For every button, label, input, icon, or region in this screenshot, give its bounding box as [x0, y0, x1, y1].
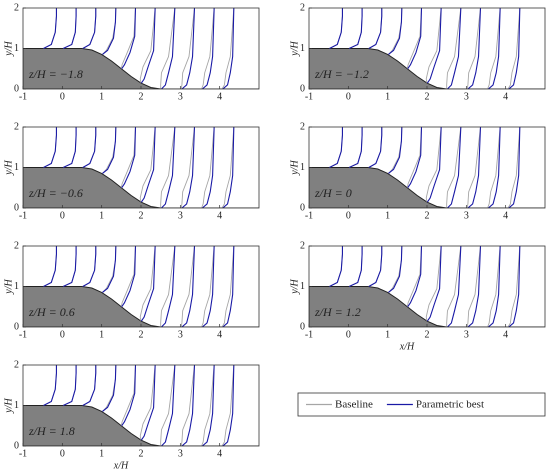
y-tick-label: 1 [14, 43, 19, 54]
x-tick-label: 3 [178, 448, 183, 459]
profile-line [43, 8, 235, 89]
panel-annotation: z/H = 0 [314, 186, 352, 200]
panel-annotation: z/H = 1.8 [28, 424, 75, 438]
profile-line [43, 127, 235, 208]
y-axis-label: y/H [289, 160, 300, 176]
x-tick-label: -1 [19, 210, 27, 221]
y-tick-label: 0 [14, 440, 19, 451]
x-axis-label: x/H [399, 341, 415, 352]
y-tick-label: 1 [300, 281, 305, 292]
x-tick-label: -1 [19, 91, 27, 102]
y-tick-label: 1 [14, 162, 19, 173]
x-tick-label: 3 [464, 91, 469, 102]
y-axis-label: y/H [3, 41, 14, 57]
x-tick-label: 0 [60, 210, 65, 221]
y-axis-label: y/H [3, 398, 14, 414]
profile-line [329, 8, 521, 89]
x-tick-label: 2 [425, 210, 430, 221]
legend-box [297, 392, 546, 417]
x-tick-label: 4 [217, 329, 222, 340]
panel-annotation: z/H = −0.6 [28, 186, 83, 200]
panel-annotation: z/H = −1.2 [314, 67, 369, 81]
x-tick-label: 1 [99, 329, 104, 340]
x-tick-label: 1 [99, 91, 104, 102]
x-tick-label: -1 [305, 329, 313, 340]
y-axis-label: y/H [289, 279, 300, 295]
y-tick-label: 1 [300, 162, 305, 173]
y-axis-label: y/H [3, 160, 14, 176]
x-tick-label: 0 [60, 91, 65, 102]
y-tick-label: 0 [14, 83, 19, 94]
x-tick-label: 0 [60, 329, 65, 340]
profile-line [329, 246, 521, 327]
y-tick-label: 1 [300, 43, 305, 54]
panel-annotation: z/H = 0.6 [28, 305, 75, 319]
y-tick-label: 1 [14, 400, 19, 411]
x-tick-label: 3 [178, 91, 183, 102]
legend-label: Baseline [335, 399, 373, 411]
x-tick-label: 4 [217, 210, 222, 221]
x-tick-label: 2 [425, 91, 430, 102]
y-tick-label: 2 [300, 2, 305, 13]
x-axis-label: x/H [113, 460, 129, 471]
x-tick-label: 4 [217, 91, 222, 102]
x-tick-label: 3 [464, 329, 469, 340]
y-tick-label: 2 [14, 2, 19, 13]
x-tick-label: 3 [178, 210, 183, 221]
x-tick-label: 2 [139, 91, 144, 102]
legend: Baseline Parametric best [297, 392, 546, 417]
x-tick-label: 2 [425, 329, 430, 340]
x-tick-label: -1 [305, 210, 313, 221]
x-tick-label: 2 [139, 210, 144, 221]
y-tick-label: 2 [300, 121, 305, 132]
x-tick-label: -1 [305, 91, 313, 102]
y-tick-label: 1 [14, 281, 19, 292]
x-tick-label: 0 [346, 210, 351, 221]
x-tick-label: 3 [464, 210, 469, 221]
y-tick-label: 2 [14, 121, 19, 132]
y-tick-label: 0 [14, 321, 19, 332]
y-tick-label: 0 [300, 83, 305, 94]
x-tick-label: 0 [346, 329, 351, 340]
y-tick-label: 2 [14, 359, 19, 370]
y-axis-label: y/H [289, 41, 300, 57]
x-tick-label: 2 [139, 329, 144, 340]
y-tick-label: 0 [300, 321, 305, 332]
x-tick-label: 4 [503, 329, 508, 340]
x-tick-label: 1 [99, 448, 104, 459]
x-tick-label: 1 [385, 329, 390, 340]
x-tick-label: -1 [19, 329, 27, 340]
panel-annotation: z/H = −1.8 [28, 67, 83, 81]
x-tick-label: 0 [60, 448, 65, 459]
x-tick-label: -1 [19, 448, 27, 459]
x-tick-label: 0 [346, 91, 351, 102]
x-tick-label: 1 [99, 210, 104, 221]
x-tick-label: 1 [385, 91, 390, 102]
y-axis-label: y/H [3, 279, 14, 295]
y-tick-label: 2 [14, 240, 19, 251]
x-tick-label: 1 [385, 210, 390, 221]
profile-line [43, 246, 235, 327]
panel-annotation: z/H = 1.2 [314, 305, 361, 319]
x-tick-label: 4 [503, 91, 508, 102]
legend-label: Parametric best [416, 399, 484, 411]
profile-line [43, 365, 235, 446]
profile-line [329, 127, 521, 208]
y-tick-label: 0 [300, 202, 305, 213]
x-tick-label: 3 [178, 329, 183, 340]
y-tick-label: 2 [300, 240, 305, 251]
x-tick-label: 4 [503, 210, 508, 221]
y-tick-label: 0 [14, 202, 19, 213]
x-tick-label: 2 [139, 448, 144, 459]
x-tick-label: 4 [217, 448, 222, 459]
